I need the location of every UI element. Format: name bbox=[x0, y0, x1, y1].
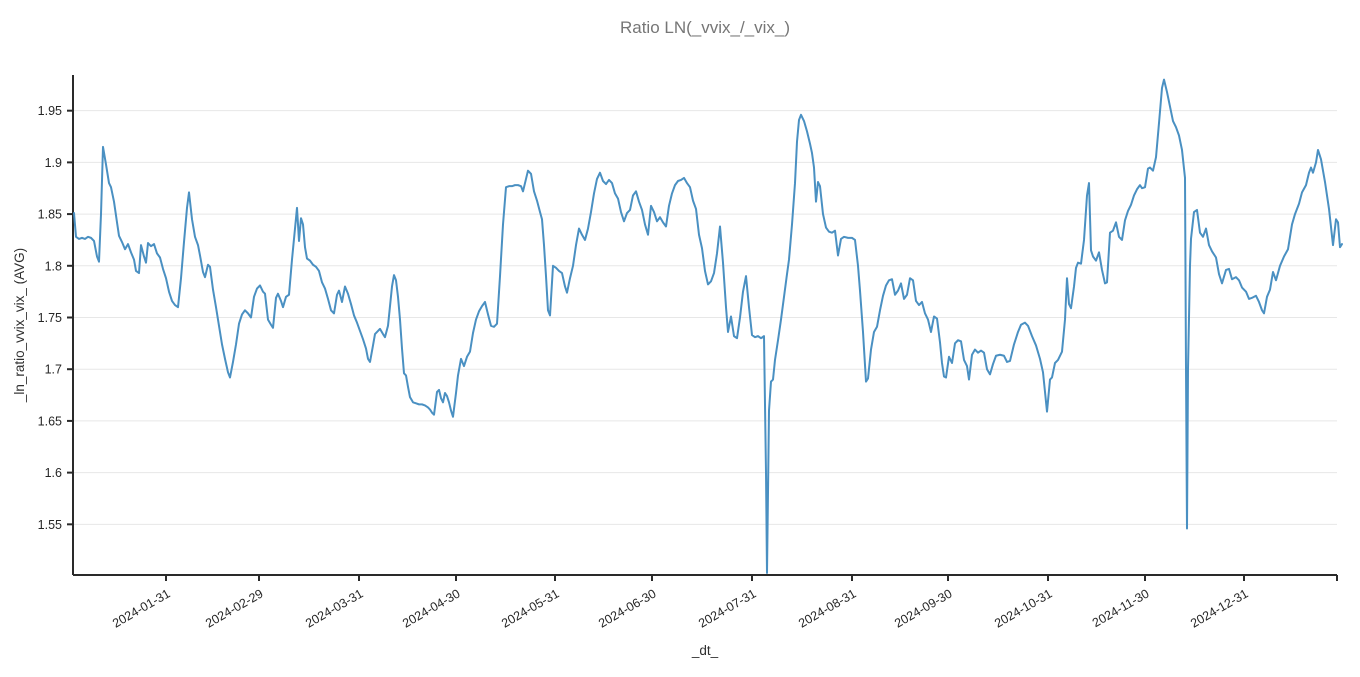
x-tick-label: 2024-09-30 bbox=[892, 586, 954, 630]
x-axis-title: _dt_ bbox=[691, 643, 719, 658]
x-tick-label: 2024-06-30 bbox=[596, 586, 658, 630]
y-tick-label: 1.55 bbox=[38, 518, 62, 532]
x-tick-label: 2024-07-31 bbox=[696, 586, 758, 630]
x-tick-label: 2024-12-31 bbox=[1188, 586, 1250, 630]
y-tick-label: 1.9 bbox=[45, 156, 62, 170]
y-tick-label: 1.7 bbox=[45, 363, 62, 377]
y-tick-label: 1.85 bbox=[38, 208, 62, 222]
x-tick-label: 2024-08-31 bbox=[796, 586, 858, 630]
x-tick-label: 2024-01-31 bbox=[110, 586, 172, 630]
x-tick-label: 2024-10-31 bbox=[992, 586, 1054, 630]
y-tick-label: 1.6 bbox=[45, 466, 62, 480]
x-tick-label: 2024-02-29 bbox=[203, 586, 265, 630]
y-tick-label: 1.95 bbox=[38, 104, 62, 118]
y-tick-label: 1.75 bbox=[38, 311, 62, 325]
x-tick-label: 2024-11-30 bbox=[1090, 586, 1152, 630]
x-tick-label: 2024-03-31 bbox=[303, 586, 365, 630]
x-tick-label: 2024-05-31 bbox=[499, 586, 561, 630]
chart-title: Ratio LN(_vvix_/_vix_) bbox=[620, 18, 790, 37]
y-tick-label: 1.8 bbox=[45, 259, 62, 273]
ratio-line bbox=[73, 78, 1343, 574]
y-axis-title: _ln_ratio_vvix_vix_ (AVG) bbox=[12, 248, 27, 403]
x-tick-label: 2024-04-30 bbox=[400, 586, 462, 630]
y-tick-label: 1.65 bbox=[38, 414, 62, 428]
